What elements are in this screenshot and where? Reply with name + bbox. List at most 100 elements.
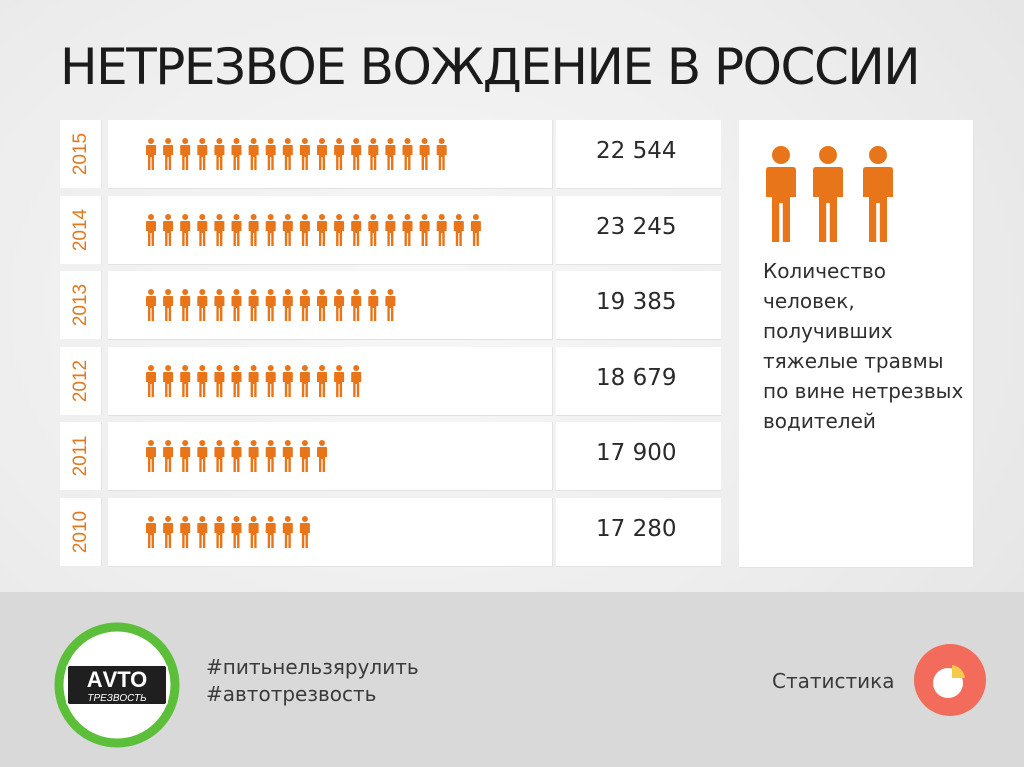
logo-text-bottom: ТРЕЗВОСТЬ [87,693,146,704]
person-icon [317,440,327,472]
icons-cell [108,422,553,491]
person-icon [248,289,259,321]
person-icon [231,364,242,397]
person-icon [317,289,327,321]
logo-text-top: АVТО [87,667,148,692]
section-label: Статистика [772,669,895,693]
value-label: 22 544 [596,138,677,164]
avtotrezvost-logo: АVТО ТРЕЗВОСТЬ [54,622,180,748]
person-icon [265,515,276,548]
year-label: 2015 [69,132,91,176]
person-icon [146,289,156,321]
person-icon [282,364,293,397]
person-icon [282,440,293,472]
person-icon [351,213,362,246]
person-icon [248,213,259,246]
person-icon [385,213,396,246]
person-icon [385,289,396,321]
hashtag-2[interactable]: #автотрезвость [206,682,377,706]
person-icon [248,364,259,397]
person-icon [351,138,362,170]
person-icon [146,138,156,170]
person-icon [436,138,447,170]
year-label: 2011 [69,435,91,477]
person-icon [180,138,191,170]
person-icon [299,213,310,246]
person-icon [265,440,276,472]
person-icon [248,515,259,548]
legend-panel: Количество человек, получивших тяжелые т… [739,120,974,568]
person-icon [163,515,174,548]
person-icon [214,289,225,321]
value-cell: 17 280 [556,497,721,567]
person-icon [146,440,156,472]
year-cell: 2013 [60,271,102,339]
year-label: 2010 [69,510,91,553]
person-icon [334,213,345,246]
person-icon [231,138,242,170]
legend-text: Количество человек, получивших тяжелые т… [763,259,964,433]
person-icon [214,138,225,170]
year-label: 2014 [69,208,91,251]
person-icon [299,364,310,397]
pie-chart-icon[interactable] [913,643,987,717]
person-icon [197,213,208,246]
legend-person-icon [813,146,843,242]
year-cell: 2012 [60,346,102,415]
icons-cell [108,195,553,265]
value-label: 17 900 [596,440,677,466]
person-icon [402,138,413,170]
person-icon [282,213,293,246]
person-icon [299,138,310,170]
person-icon [299,440,310,472]
value-cell: 17 900 [556,422,721,491]
person-icon [180,440,191,472]
person-icon [402,213,413,246]
year-cell: 2010 [60,497,102,566]
person-icon [282,515,293,548]
person-icon [385,138,396,170]
person-icon [231,515,242,548]
person-icon [299,289,310,321]
person-icon [231,289,242,321]
person-icon [368,213,379,246]
year-cell: 2011 [60,422,102,490]
person-icon [197,515,208,548]
value-label: 23 245 [596,213,677,240]
person-icon [180,364,191,397]
person-icon [368,138,379,170]
person-icon [317,213,327,246]
person-icon [317,364,327,397]
person-icon [351,364,362,397]
person-icon [453,213,464,246]
person-icon [163,289,174,321]
person-icon [214,364,225,397]
hashtags: #питьнельзярулить #автотрезвость [206,654,419,708]
person-icon [265,364,276,397]
person-icon [470,213,481,246]
person-icon [146,213,156,246]
person-icon [146,515,156,548]
value-label: 17 280 [596,515,677,542]
person-icon [317,138,327,170]
person-icon [299,515,310,548]
person-icon [265,213,276,246]
person-icon [163,138,174,170]
hashtag-1[interactable]: #питьнельзярулить [206,655,419,679]
person-icon [214,213,225,246]
people-icons [146,515,310,548]
icons-cell [108,120,553,189]
person-icon [197,289,208,321]
value-label: 18 679 [596,364,677,391]
icons-cell [108,271,553,340]
person-icon [334,289,345,321]
year-cell: 2014 [60,195,102,264]
year-cell: 2015 [60,120,102,188]
legend-person-icon [766,146,796,242]
person-icon [231,440,242,472]
value-cell: 18 679 [556,346,721,416]
legend-person-icon [863,146,893,242]
people-icons [146,440,327,472]
person-icon [197,138,208,170]
person-icon [248,440,259,472]
